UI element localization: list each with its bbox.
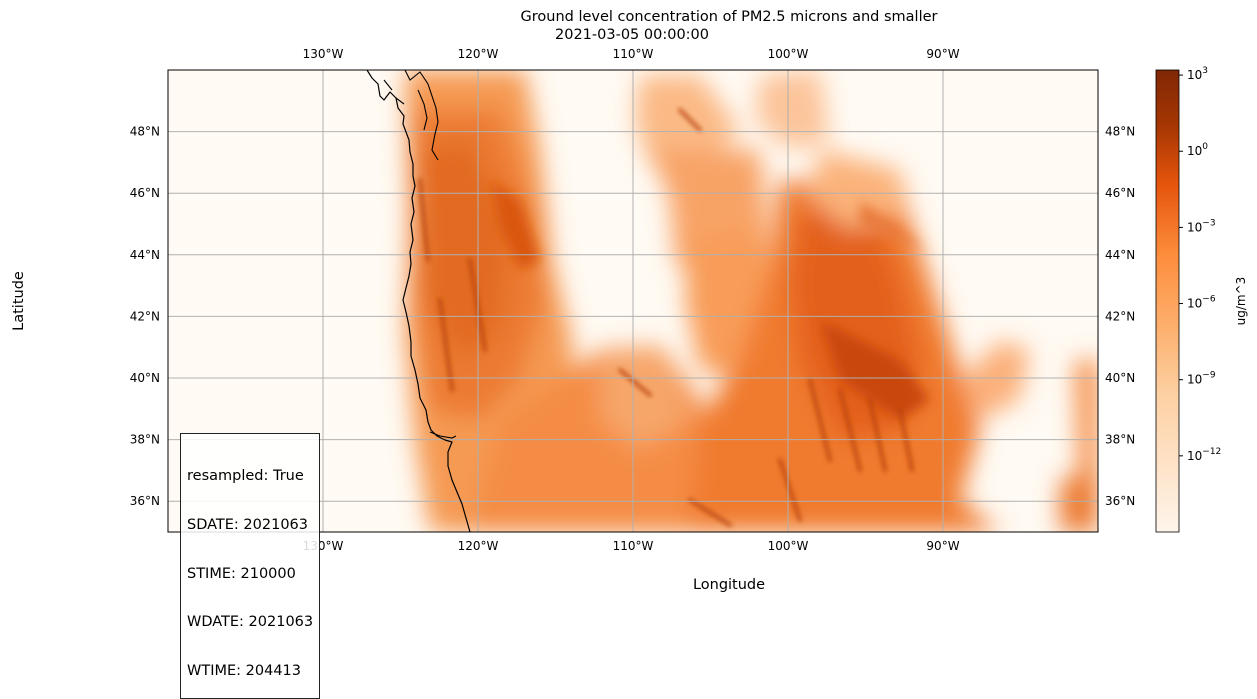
x-tick-label: 130°W: [303, 47, 344, 61]
y-tick-label: 48°N: [1105, 125, 1135, 139]
annotation-line: WTIME: 204413: [187, 662, 301, 679]
x-tick-label: 90°W: [926, 539, 959, 553]
map-frame: [167, 69, 1099, 533]
annotation-line: resampled: True: [187, 468, 304, 485]
y-tick-label: 40°N: [130, 371, 160, 385]
x-tick-label: 100°W: [768, 47, 809, 61]
chart-title: Ground level concentration of PM2.5 micr…: [521, 8, 938, 44]
y-axis-label: Latitude: [11, 271, 27, 331]
chart-title-main: Ground level concentration of PM2.5 micr…: [520, 9, 938, 25]
annotation-line: SDATE: 2021063: [187, 517, 308, 534]
y-tick-label: 42°N: [1105, 309, 1135, 323]
colorbar-tick-label: 100: [1187, 142, 1208, 158]
x-tick-label: 90°W: [926, 47, 959, 61]
annotation-line: STIME: 210000: [187, 565, 296, 582]
x-tick-label: 110°W: [613, 47, 654, 61]
y-tick-label: 44°N: [130, 248, 160, 262]
colorbar-label: ug/m^3: [1234, 277, 1248, 326]
y-tick-label: 44°N: [1105, 248, 1135, 262]
y-tick-label: 36°N: [130, 494, 160, 508]
chart-svg: 130°W 120°W 110°W 100°W 90°W 130°W 120°W 110°W…: [11, 47, 1248, 593]
y-tick-label: 46°N: [1105, 186, 1135, 200]
x-tick-label: 100°W: [768, 539, 809, 553]
colorbar-tick-label: 10−6: [1187, 295, 1216, 311]
colorbar-ticks: 103 100 10−3 10−6 10−9 10−12: [1179, 66, 1221, 463]
x-tick-label: 120°W: [458, 47, 499, 61]
y-tick-label: 38°N: [130, 433, 160, 447]
colorbar: [1155, 69, 1180, 533]
y-tick-label: 38°N: [1105, 433, 1135, 447]
colorbar-tick-label: 10−3: [1187, 218, 1216, 234]
x-ticks-bottom: 130°W 120°W 110°W 100°W 90°W: [303, 539, 960, 553]
x-ticks-top: 130°W 120°W 110°W 100°W 90°W: [303, 47, 960, 61]
y-tick-label: 46°N: [130, 186, 160, 200]
y-tick-label: 42°N: [130, 309, 160, 323]
y-ticks-left: 36°N 38°N 40°N 42°N 44°N 46°N 48°N: [130, 125, 160, 509]
chart-subtitle: 2021-03-05 00:00:00: [555, 27, 709, 43]
annotation-line: WDATE: 2021063: [187, 614, 314, 631]
x-tick-label: 110°W: [613, 539, 654, 553]
y-tick-label: 40°N: [1105, 371, 1135, 385]
y-tick-label: 48°N: [130, 125, 160, 139]
annotation-box: resampled: True SDATE: 2021063 STIME: 21…: [180, 433, 321, 699]
coastline: [366, 70, 471, 532]
y-tick-label: 36°N: [1105, 494, 1135, 508]
puget-sound-coast: [383, 70, 457, 439]
colorbar-tick-label: 10−12: [1187, 447, 1221, 463]
x-tick-label: 120°W: [458, 539, 499, 553]
y-ticks-right: 36°N 38°N 40°N 42°N 44°N 46°N 48°N: [1105, 125, 1135, 509]
map-gridlines: [168, 70, 1098, 532]
x-axis-label: Longitude: [693, 577, 765, 593]
colorbar-tick-label: 10−9: [1187, 371, 1216, 387]
colorbar-tick-label: 103: [1187, 66, 1208, 82]
